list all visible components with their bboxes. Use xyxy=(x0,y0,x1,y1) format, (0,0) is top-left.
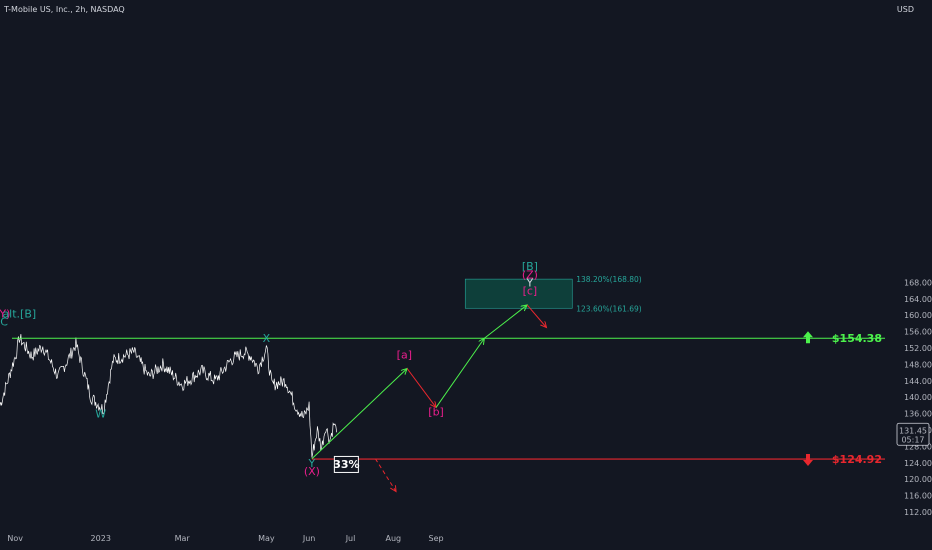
x-tick-4: Jun xyxy=(302,534,316,543)
current-price-value: 131.45 xyxy=(899,426,927,435)
support-label: $124.92 xyxy=(832,453,882,466)
post-target-drop xyxy=(526,304,546,328)
y-tick-4: 152.00 xyxy=(904,344,932,353)
resistance-label: $154.38 xyxy=(832,332,882,345)
wave-label-7: [a] xyxy=(397,348,412,361)
wave-label-3: W xyxy=(95,408,106,421)
wave-label-4: X xyxy=(263,332,271,345)
probability-badge xyxy=(333,455,359,473)
y-tick-14: 112.00 xyxy=(904,508,932,517)
projection-segment-0 xyxy=(311,369,407,460)
y-tick-2: 160.00 xyxy=(904,311,932,320)
y-tick-1: 164.00 xyxy=(904,295,932,304)
wave-label-5: Y xyxy=(308,457,316,470)
wave-label-8: [b] xyxy=(428,406,444,419)
chart-title: T-Mobile US, Inc., 2h, NASDAQ xyxy=(4,5,125,14)
wave-label-12: [c] xyxy=(523,285,538,298)
fib-138-label: 138.20%(168.80) xyxy=(576,275,642,284)
wave-label-1: alt.[B] xyxy=(2,307,36,320)
x-tick-3: May xyxy=(258,534,275,543)
y-tick-10: 128.00 xyxy=(904,442,932,451)
y-tick-6: 144.00 xyxy=(904,377,932,386)
x-tick-1: 2023 xyxy=(91,534,111,543)
y-tick-7: 140.00 xyxy=(904,393,932,402)
y-tick-11: 124.00 xyxy=(904,459,932,468)
projection-segment-2 xyxy=(435,338,484,408)
wave-label-11: Y xyxy=(526,277,534,290)
wave-label-6: (X) xyxy=(304,465,320,478)
x-tick-0: Nov xyxy=(7,534,23,543)
current-price-tag xyxy=(896,422,930,446)
x-tick-7: Sep xyxy=(429,534,444,543)
down-arrow-icon xyxy=(803,454,813,467)
countdown-value: 05:17 xyxy=(901,435,924,444)
y-tick-3: 156.00 xyxy=(904,328,932,337)
y-tick-8: 136.00 xyxy=(904,410,932,419)
y-tick-5: 148.00 xyxy=(904,360,932,369)
projection-segment-1 xyxy=(406,368,436,408)
wave-label-9: [B] xyxy=(522,260,538,273)
y-tick-0: 168.00 xyxy=(904,278,932,287)
wave-label-10: (Z) xyxy=(522,268,538,281)
x-tick-6: Aug xyxy=(385,534,401,543)
up-arrow-icon xyxy=(803,331,813,344)
wave-label-2: C xyxy=(0,315,8,328)
fib-target-zone xyxy=(464,278,573,309)
fib-123-label: 123.60%(161.69) xyxy=(576,304,642,313)
price-series xyxy=(0,334,338,458)
wave-label-0: (Y) xyxy=(0,307,10,320)
currency-label: USD xyxy=(896,5,914,14)
x-tick-5: Jul xyxy=(345,534,356,543)
projection-segment-3 xyxy=(484,305,527,339)
probability-value: 33% xyxy=(333,458,359,471)
x-tick-2: Mar xyxy=(175,534,191,543)
y-tick-12: 120.00 xyxy=(904,475,932,484)
y-tick-13: 116.00 xyxy=(904,492,932,501)
alt-scenario-path xyxy=(374,458,396,492)
